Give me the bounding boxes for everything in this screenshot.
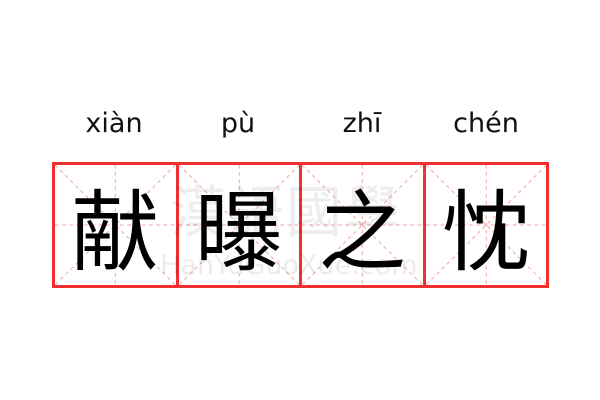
character-cell: 曝 [178,165,302,285]
character-cell: 忱 [425,165,546,285]
character: 献 [71,180,160,284]
guide-lines [425,165,546,285]
character: 曝 [194,180,283,284]
character-cell: 之 [302,165,426,285]
character: 忱 [441,180,530,284]
guide-lines [302,165,423,285]
watermark-logo: 漢語國學 [170,181,402,246]
guide-lines [55,165,176,285]
pinyin-0: xiàn [85,108,143,139]
watermark-site: HanYuGuoXue.com [160,250,418,281]
guide-lines [178,165,299,285]
pinyin-1: pù [220,108,256,139]
pinyin-2: zhī [342,108,382,139]
character-grid: 献 曝 之 忱 [52,162,549,288]
character: 之 [318,180,407,284]
pinyin-3: chén [453,108,519,139]
character-cell: 献 [55,165,179,285]
